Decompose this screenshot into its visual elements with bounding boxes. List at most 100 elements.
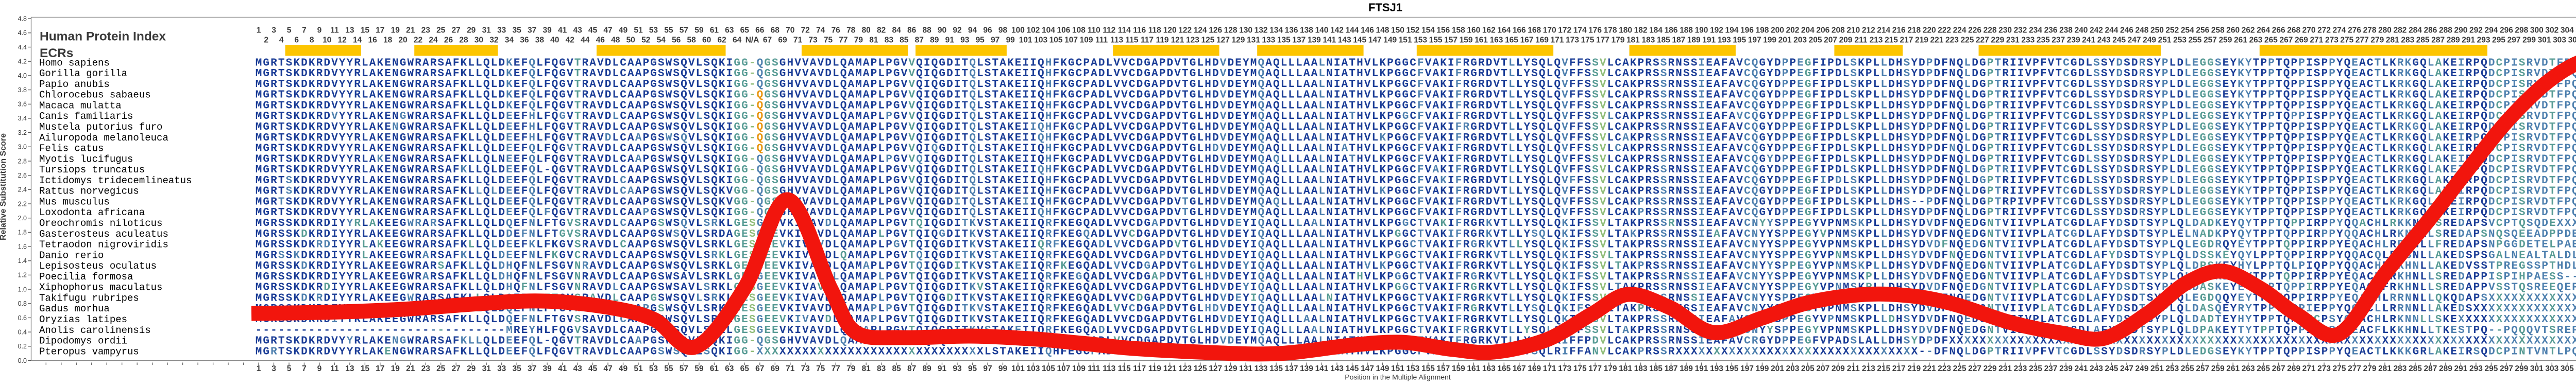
svg-text:90: 90	[938, 26, 946, 35]
svg-text:132: 132	[1255, 26, 1268, 35]
svg-text:127: 127	[1209, 364, 1222, 373]
svg-text:198: 198	[1755, 26, 1769, 35]
svg-text:220: 220	[1923, 26, 1936, 35]
svg-text:67: 67	[763, 36, 772, 45]
svg-text:25: 25	[436, 26, 446, 35]
svg-text:Ictidomys tridecemlineatus: Ictidomys tridecemlineatus	[39, 175, 192, 186]
svg-text:75: 75	[824, 36, 833, 45]
svg-text:13: 13	[345, 364, 354, 373]
svg-text:292: 292	[2469, 26, 2483, 35]
svg-text:3.6: 3.6	[18, 101, 27, 108]
svg-text:275: 275	[2340, 36, 2353, 45]
svg-text:261: 261	[2226, 364, 2240, 373]
svg-text:13: 13	[345, 26, 354, 35]
svg-text:201: 201	[1778, 36, 1792, 45]
svg-text:97: 97	[991, 36, 999, 45]
svg-text:215: 215	[1877, 364, 1890, 373]
svg-text:Gorilla gorilla: Gorilla gorilla	[39, 68, 127, 79]
svg-text:85: 85	[892, 364, 901, 373]
svg-text:259: 259	[2219, 36, 2232, 45]
svg-text:107: 107	[1057, 364, 1070, 373]
svg-text:203: 203	[1793, 36, 1807, 45]
svg-text:9: 9	[317, 26, 322, 35]
svg-text:88: 88	[922, 26, 931, 35]
svg-text:91: 91	[938, 364, 947, 373]
svg-text:201: 201	[1771, 364, 1784, 373]
svg-text:MGRTSKDKRDVYYRLAKENGWRARSAFKLL: MGRTSKDKRDVYYRLAKENGWRARSAFKLLQLDKEFQLFQ…	[256, 90, 2576, 101]
svg-text:113: 113	[1103, 364, 1115, 373]
svg-text:194: 194	[1725, 26, 1738, 35]
svg-text:84: 84	[892, 26, 901, 35]
svg-text:Gadus morhua: Gadus morhua	[39, 303, 110, 314]
svg-text:54: 54	[657, 36, 666, 45]
svg-text:232: 232	[2014, 26, 2027, 35]
svg-text:155: 155	[1421, 364, 1435, 373]
svg-text:151: 151	[1391, 364, 1404, 373]
svg-text:69: 69	[771, 364, 780, 373]
svg-text:242: 242	[2090, 26, 2103, 35]
svg-text:3.0: 3.0	[18, 144, 27, 151]
svg-text:238: 238	[2059, 26, 2073, 35]
svg-text:8: 8	[310, 36, 314, 45]
svg-text:80: 80	[862, 26, 871, 35]
svg-text:59: 59	[694, 26, 704, 35]
svg-text:249: 249	[2143, 36, 2156, 45]
svg-text:267: 267	[2279, 36, 2293, 45]
svg-text:71: 71	[793, 36, 803, 45]
svg-text:289: 289	[2447, 36, 2460, 45]
svg-text:MGRTSKDKRDVYYRLAKENGWRARSAFKLL: MGRTSKDKRDVYYRLAKENGWRARSAFKLLQLDEEFHLFQ…	[256, 121, 2576, 133]
svg-text:251: 251	[2158, 36, 2172, 45]
svg-text:162: 162	[1482, 26, 1496, 35]
svg-text:1.6: 1.6	[18, 243, 27, 250]
svg-text:58: 58	[687, 36, 696, 45]
svg-text:305: 305	[2561, 364, 2574, 373]
svg-text:Poecilia formosa: Poecilia formosa	[39, 271, 133, 283]
svg-text:265: 265	[2264, 36, 2278, 45]
svg-text:295: 295	[2492, 36, 2505, 45]
svg-text:66: 66	[755, 26, 765, 35]
svg-text:297: 297	[2500, 364, 2513, 373]
svg-text:125: 125	[1194, 364, 1207, 373]
svg-text:298: 298	[2515, 26, 2528, 35]
svg-text:208: 208	[1832, 26, 1845, 35]
svg-text:92: 92	[953, 26, 961, 35]
svg-text:69: 69	[778, 36, 787, 45]
svg-text:183: 183	[1634, 364, 1648, 373]
svg-text:149: 149	[1376, 364, 1389, 373]
svg-text:184: 184	[1649, 26, 1663, 35]
svg-text:39: 39	[543, 364, 552, 373]
svg-text:Pteropus vampyrus: Pteropus vampyrus	[39, 346, 139, 357]
svg-text:253: 253	[2165, 364, 2179, 373]
svg-text:115: 115	[1118, 364, 1131, 373]
svg-text:109: 109	[1072, 364, 1086, 373]
svg-text:186: 186	[1665, 26, 1678, 35]
svg-text:4.4: 4.4	[18, 44, 27, 51]
svg-text:279: 279	[2363, 364, 2377, 373]
svg-text:152: 152	[1406, 26, 1419, 35]
svg-text:MGRSSKDKRDIYYRLAKEEGWRARSAFKLL: MGRSSKDKRDIYYRLAKEEGWRARSAFKLLQLDHQFNLFS…	[256, 260, 2576, 272]
svg-text:9: 9	[317, 364, 322, 373]
svg-text:246: 246	[2120, 26, 2133, 35]
svg-text:MGRTSKDKRDVYYRLAKENGWRARSAFKLL: MGRTSKDKRDVYYRLAKENGWRARSAFKLLQLDKEFQLFQ…	[256, 68, 2576, 80]
svg-text:263: 263	[2249, 36, 2263, 45]
svg-text:101: 101	[1019, 36, 1032, 45]
svg-text:75: 75	[816, 364, 825, 373]
svg-text:14: 14	[353, 36, 362, 45]
svg-text:5: 5	[287, 26, 292, 35]
svg-text:172: 172	[1558, 26, 1571, 35]
svg-text:103: 103	[1034, 36, 1047, 45]
svg-text:86: 86	[907, 26, 917, 35]
svg-text:133: 133	[1255, 364, 1268, 373]
svg-text:7: 7	[302, 26, 307, 35]
svg-text:221: 221	[1930, 36, 1943, 45]
svg-text:168: 168	[1528, 26, 1541, 35]
svg-text:2.4: 2.4	[18, 186, 27, 194]
svg-text:MGRTSKDKRDVYYRLAKENGWRARSAFKLL: MGRTSKDKRDVYYRLAKENGWRARSAFKLLQLDEEFHLFQ…	[256, 132, 2576, 144]
svg-text:259: 259	[2211, 364, 2225, 373]
svg-text:169: 169	[1535, 36, 1549, 45]
svg-text:99: 99	[998, 364, 1008, 373]
svg-text:244: 244	[2105, 26, 2118, 35]
svg-text:3.8: 3.8	[18, 86, 27, 94]
svg-text:274: 274	[2333, 26, 2346, 35]
svg-text:Lepisosteus oculatus: Lepisosteus oculatus	[39, 260, 157, 272]
